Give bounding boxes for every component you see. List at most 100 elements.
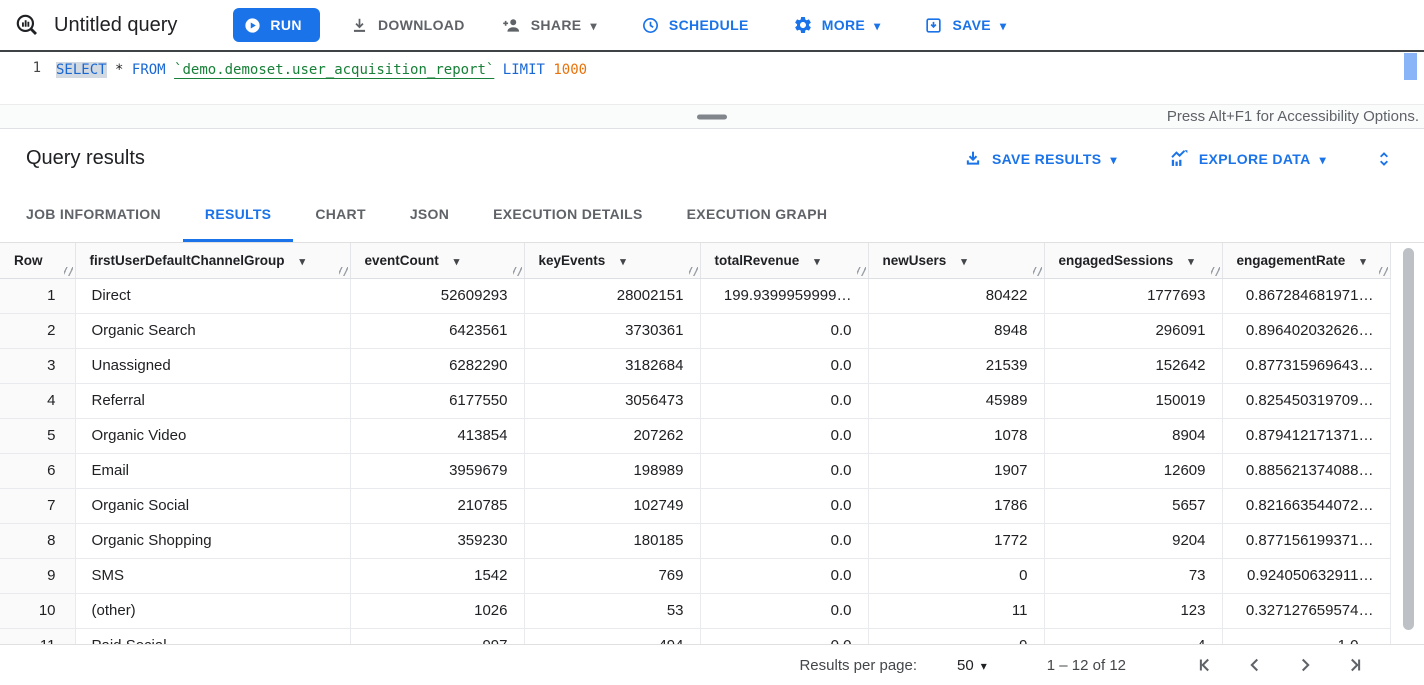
data-cell: 80422 <box>868 278 1045 314</box>
clock-icon <box>642 17 658 33</box>
results-tab-bar: JOB INFORMATION RESULTS CHART JSON EXECU… <box>0 188 1424 242</box>
data-cell: 296091 <box>1044 313 1223 349</box>
panel-drag-handle[interactable] <box>697 114 727 119</box>
splitter-strip: Press Alt+F1 for Accessibility Options. <box>0 104 1424 129</box>
column-header-newUsers[interactable]: newUsers ▾ <box>868 243 1045 279</box>
column-menu-icon[interactable]: ▾ <box>299 255 306 268</box>
save-icon <box>926 17 942 33</box>
tab-job-information[interactable]: JOB INFORMATION <box>4 188 183 242</box>
column-header-firstUserDefaultChannelGroup[interactable]: firstUserDefaultChannelGroup ▾ <box>75 243 351 279</box>
pagination-bar: Results per page: 50 ▾ 1 – 12 of 12 <box>0 644 1424 685</box>
last-page-icon <box>1351 658 1361 672</box>
data-cell: 0.877156199371… <box>1222 523 1391 559</box>
sql-editor[interactable]: 1 SELECT * FROM `demo.demoset.user_acqui… <box>0 52 1424 104</box>
table-row: 7 Organic Social 210785 102749 0.0 1786 5657 0.… <box>0 488 1391 524</box>
previous-page-button[interactable] <box>1244 654 1266 676</box>
tab-execution-details[interactable]: EXECUTION DETAILS <box>471 188 665 242</box>
next-page-button[interactable] <box>1294 654 1316 676</box>
sql-token <box>166 62 174 78</box>
first-page-button[interactable] <box>1194 654 1216 676</box>
sql-token: 1000 <box>553 62 588 78</box>
tab-json[interactable]: JSON <box>388 188 471 242</box>
column-resize-grip[interactable] <box>1378 266 1388 276</box>
sql-token: * <box>115 62 124 78</box>
save-button[interactable]: SAVE ▾ <box>924 16 1006 35</box>
data-cell: 45989 <box>868 383 1045 419</box>
column-menu-icon[interactable]: ▾ <box>1188 255 1194 268</box>
data-cell: Direct <box>75 278 351 314</box>
column-header-eventCount[interactable]: eventCount ▾ <box>350 243 525 279</box>
column-menu-icon[interactable]: ▾ <box>1360 255 1366 268</box>
page-range-label: 1 – 12 of 12 <box>1046 656 1126 674</box>
row-number-cell: 11 <box>0 628 76 644</box>
column-resize-grip[interactable] <box>338 266 348 276</box>
row-number-cell: 9 <box>0 558 76 594</box>
page-size-dropdown[interactable]: 50 ▾ <box>951 656 993 675</box>
column-header-keyEvents[interactable]: keyEvents ▾ <box>524 243 701 279</box>
schedule-button[interactable]: SCHEDULE <box>641 16 749 35</box>
data-cell: 150019 <box>1044 383 1223 419</box>
expand-results-button[interactable] <box>1374 149 1394 169</box>
data-cell: 8948 <box>868 313 1045 349</box>
row-number-cell: 7 <box>0 488 76 524</box>
data-cell: 1772 <box>868 523 1045 559</box>
data-cell: 207262 <box>524 418 701 454</box>
query-results-title: Query results <box>26 147 145 169</box>
data-cell: (other) <box>75 593 351 629</box>
data-cell: 0.896402032626… <box>1222 313 1391 349</box>
data-cell: 3182684 <box>524 348 701 384</box>
chevron-down-icon: ▾ <box>874 19 881 33</box>
results-tbody: 1 Direct 52609293 28002151 199.9399959999… 80… <box>0 278 1391 644</box>
column-menu-icon[interactable]: ▾ <box>961 255 967 268</box>
query-tab-title[interactable]: Untitled query <box>54 13 178 36</box>
column-menu-icon[interactable]: ▾ <box>620 255 626 268</box>
column-menu-icon[interactable]: ▾ <box>814 255 820 268</box>
table-row: 5 Organic Video 413854 207262 0.0 1078 8904 0.8… <box>0 418 1391 454</box>
column-header-engagementRate[interactable]: engagementRate ▾ <box>1222 243 1391 279</box>
column-header-totalRevenue[interactable]: totalRevenue ▾ <box>700 243 869 279</box>
chevron-down-icon: ▾ <box>999 19 1007 33</box>
sql-token <box>107 62 115 78</box>
share-button[interactable]: SHARE ▾ <box>501 15 597 36</box>
sql-line[interactable]: SELECT * FROM `demo.demoset.user_acquisi… <box>56 52 587 104</box>
column-resize-grip[interactable] <box>63 266 73 276</box>
column-header-engagedSessions[interactable]: engagedSessions ▾ <box>1044 243 1223 279</box>
run-button[interactable]: RUN <box>233 8 320 42</box>
tab-execution-graph[interactable]: EXECUTION GRAPH <box>665 188 850 242</box>
data-cell: 1777693 <box>1044 278 1223 314</box>
editor-scrollbar[interactable] <box>1404 53 1417 80</box>
tab-results[interactable]: RESULTS <box>182 188 294 242</box>
download-button[interactable]: DOWNLOAD <box>350 16 465 35</box>
data-cell: 123 <box>1044 593 1223 629</box>
column-resize-grip[interactable] <box>856 266 866 276</box>
more-button[interactable]: MORE ▾ <box>793 15 881 35</box>
data-cell: 1786 <box>868 488 1045 524</box>
save-results-button[interactable]: SAVE RESULTS ▾ <box>963 149 1117 169</box>
table-row: 8 Organic Shopping 359230 180185 0.0 1772 9204… <box>0 523 1391 559</box>
data-cell: 1.0… <box>1222 628 1391 644</box>
data-cell: 21539 <box>868 348 1045 384</box>
table-row: 6 Email 3959679 198989 0.0 1907 12609 0.8856213… <box>0 453 1391 489</box>
data-cell: 0.0 <box>700 348 869 384</box>
data-cell: 494 <box>524 628 701 644</box>
data-cell: 0.0 <box>700 593 869 629</box>
data-cell: 0.0 <box>700 558 869 594</box>
explore-data-button[interactable]: EXPLORE DATA ▾ <box>1169 148 1326 169</box>
column-resize-grip[interactable] <box>512 266 522 276</box>
column-resize-grip[interactable] <box>1032 266 1042 276</box>
sql-token: `demo.demoset.user_acquisition_report` <box>174 62 495 78</box>
sql-token: SELECT <box>56 62 107 78</box>
table-row: 9 SMS 1542 769 0.0 0 73 0.924050632911… <box>0 558 1391 594</box>
data-cell: 12609 <box>1044 453 1223 489</box>
column-menu-icon[interactable]: ▾ <box>453 255 460 268</box>
data-cell: 769 <box>524 558 701 594</box>
column-resize-grip[interactable] <box>1210 266 1220 276</box>
data-cell: 0.867284681971… <box>1222 278 1391 314</box>
data-cell: Email <box>75 453 351 489</box>
table-scrollbar[interactable] <box>1403 248 1414 630</box>
last-page-button[interactable] <box>1344 654 1366 676</box>
data-cell: 0.924050632911… <box>1222 558 1391 594</box>
tab-chart[interactable]: CHART <box>293 188 388 242</box>
column-resize-grip[interactable] <box>688 266 698 276</box>
column-header-row[interactable]: Row <box>0 243 76 279</box>
